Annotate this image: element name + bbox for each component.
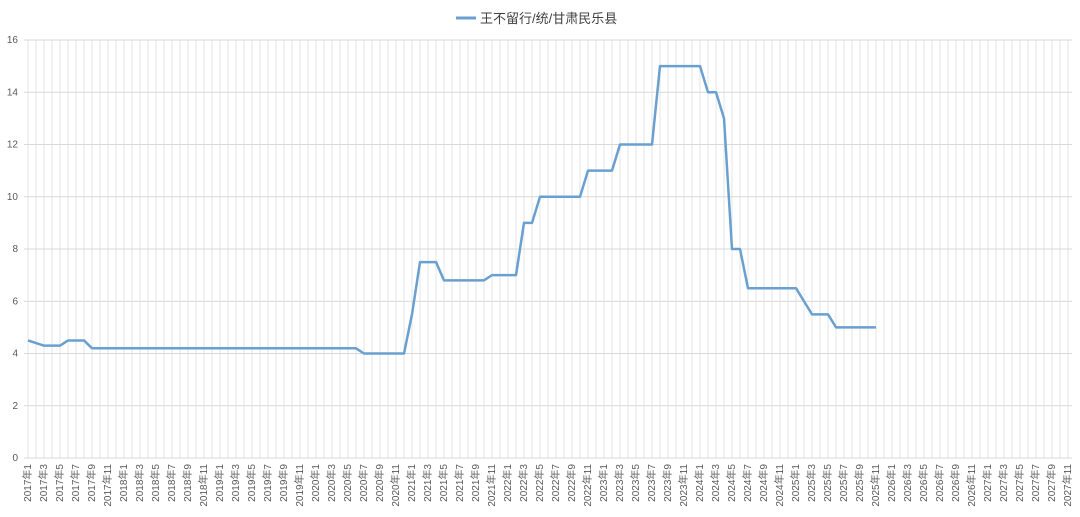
x-tick-label: 2025年7 <box>837 464 850 502</box>
x-tick-label: 2021年3 <box>421 464 434 502</box>
x-tick-label: 2017年9 <box>85 464 98 502</box>
x-tick-label: 2025年1 <box>789 464 802 502</box>
x-tick-label: 2021年1 <box>405 464 418 502</box>
x-tick-label: 2027年11 <box>1061 464 1074 507</box>
x-tick-label: 2022年5 <box>533 464 546 502</box>
y-tick-label: 12 <box>7 140 19 151</box>
x-tick-label: 2027年3 <box>997 464 1010 502</box>
x-tick-label: 2023年1 <box>597 464 610 502</box>
legend-text: 王不留行/统/甘肃民乐县 <box>480 11 617 26</box>
x-tick-label: 2023年5 <box>629 464 642 502</box>
x-tick-label: 2020年3 <box>325 464 338 502</box>
x-tick-label: 2022年11 <box>581 464 594 507</box>
x-tick-label: 2027年7 <box>1029 464 1042 502</box>
x-tick-label: 2019年5 <box>245 464 258 502</box>
x-tick-label: 2026年11 <box>965 464 978 507</box>
x-tick-label: 2020年1 <box>309 464 322 502</box>
x-tick-label: 2021年11 <box>485 464 498 507</box>
x-tick-label: 2017年5 <box>53 464 66 502</box>
x-tick-label: 2024年1 <box>693 464 706 502</box>
x-tick-label: 2025年9 <box>853 464 866 502</box>
x-tick-label: 2023年11 <box>677 464 690 507</box>
x-tick-label: 2017年11 <box>101 464 114 507</box>
x-tick-label: 2018年9 <box>181 464 194 502</box>
x-tick-label: 2026年9 <box>949 464 962 502</box>
x-tick-label: 2027年9 <box>1045 464 1058 502</box>
x-tick-label: 2024年9 <box>757 464 770 502</box>
x-tick-label: 2019年9 <box>277 464 290 502</box>
x-tick-label: 2027年1 <box>981 464 994 502</box>
x-tick-label: 2020年7 <box>357 464 370 502</box>
y-tick-label: 6 <box>12 296 18 307</box>
x-tick-label: 2022年7 <box>549 464 562 502</box>
x-tick-label: 2024年5 <box>725 464 738 502</box>
x-tick-label: 2027年5 <box>1013 464 1026 502</box>
x-tick-label: 2017年3 <box>37 464 50 502</box>
x-tick-label: 2020年9 <box>373 464 386 502</box>
x-tick-label: 2022年1 <box>501 464 514 502</box>
y-tick-label: 2 <box>12 401 18 412</box>
y-tick-label: 14 <box>7 87 19 98</box>
x-tick-label: 2022年3 <box>517 464 530 502</box>
x-tick-label: 2021年9 <box>469 464 482 502</box>
x-tick-label: 2018年7 <box>165 464 178 502</box>
y-tick-label: 10 <box>7 192 19 203</box>
x-tick-label: 2026年3 <box>901 464 914 502</box>
x-tick-label: 2019年3 <box>229 464 242 502</box>
x-tick-label: 2018年11 <box>197 464 210 507</box>
y-tick-label: 4 <box>12 349 18 360</box>
x-tick-label: 2017年1 <box>21 464 34 502</box>
x-tick-label: 2018年5 <box>149 464 162 502</box>
y-tick-label: 8 <box>12 244 18 255</box>
x-tick-label: 2025年3 <box>805 464 818 502</box>
x-tick-label: 2020年5 <box>341 464 354 502</box>
x-tick-label: 2020年11 <box>389 464 402 507</box>
x-tick-label: 2024年11 <box>773 464 786 507</box>
y-tick-label: 0 <box>12 453 18 464</box>
x-tick-label: 2024年7 <box>741 464 754 502</box>
x-tick-label: 2017年7 <box>69 464 82 502</box>
x-tick-label: 2026年1 <box>885 464 898 502</box>
x-tick-label: 2023年3 <box>613 464 626 502</box>
y-tick-label: 16 <box>7 35 19 46</box>
x-tick-label: 2023年7 <box>645 464 658 502</box>
x-tick-label: 2019年7 <box>261 464 274 502</box>
x-tick-label: 2025年5 <box>821 464 834 502</box>
x-tick-label: 2019年1 <box>213 464 226 502</box>
x-tick-label: 2018年1 <box>117 464 130 502</box>
x-tick-label: 2021年7 <box>453 464 466 502</box>
x-tick-label: 2026年7 <box>933 464 946 502</box>
x-tick-label: 2023年9 <box>661 464 674 502</box>
x-tick-label: 2024年3 <box>709 464 722 502</box>
x-tick-label: 2021年5 <box>437 464 450 502</box>
x-tick-label: 2022年9 <box>565 464 578 502</box>
x-tick-label: 2025年11 <box>869 464 882 507</box>
x-tick-label: 2026年5 <box>917 464 930 502</box>
x-tick-label: 2019年11 <box>293 464 306 507</box>
x-tick-label: 2018年3 <box>133 464 146 502</box>
line <box>27 64 876 355</box>
